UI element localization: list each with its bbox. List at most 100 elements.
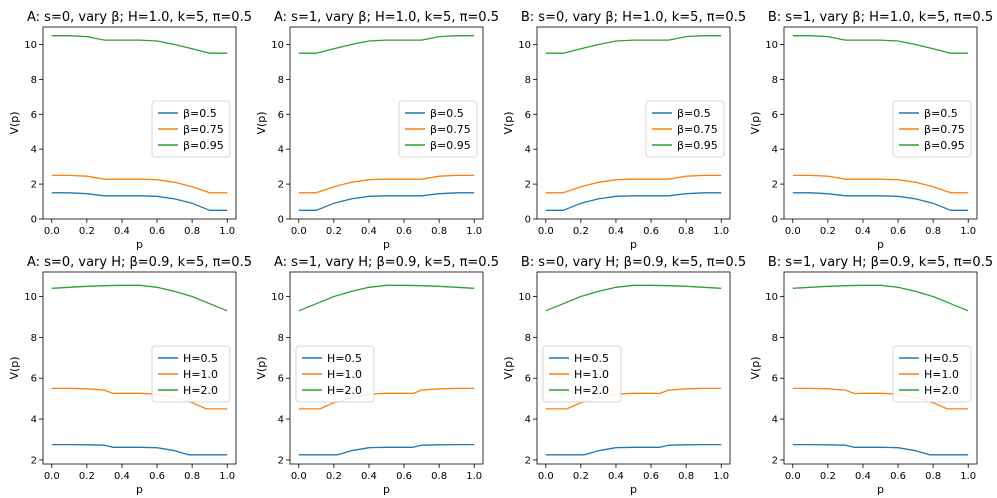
y-tick-label: 4 — [31, 415, 37, 426]
chart-title: B: s=1, vary H; β=0.9, k=5, π=0.5 — [768, 255, 993, 270]
series-line-H=0.5 — [51, 443, 228, 456]
subplot-2: A: s=1, vary β; H=1.0, k=5, π=0.5 0.0 0.2 0… — [255, 10, 499, 251]
y-tick-label: 4 — [772, 145, 778, 156]
subplot-8: B: s=1, vary H; β=0.9, k=5, π=0.5 0.0 0.2 0… — [749, 255, 993, 496]
x-tick-label: 0.2 — [79, 226, 95, 237]
x-tick-label: 1.0 — [713, 226, 729, 237]
y-axis-label: V(p) — [8, 111, 21, 134]
y-tick-label: 6 — [772, 374, 778, 385]
series-line-β=0.75 — [51, 174, 228, 194]
y-tick-label: 8 — [278, 75, 284, 86]
x-tick-label: 0.8 — [184, 226, 200, 237]
legend-label: H=1.0 — [183, 368, 218, 381]
series-line-β=0.75 — [298, 174, 475, 194]
legend-box — [645, 100, 725, 158]
legend-label: H=0.5 — [327, 352, 362, 365]
series-line-β=0.95 — [545, 35, 722, 54]
y-tick-label: 6 — [31, 110, 37, 121]
x-axis-label: p — [136, 483, 143, 496]
x-tick-label: 1.0 — [960, 471, 976, 482]
series-line-H=1.0 — [51, 387, 228, 410]
y-tick-label: 10 — [518, 292, 531, 303]
y-tick-label: 10 — [518, 40, 531, 51]
x-tick-label: 1.0 — [713, 471, 729, 482]
legend-label: β=0.75 — [430, 123, 471, 136]
x-tick-label: 0.4 — [855, 471, 871, 482]
y-tick-label: 8 — [525, 333, 531, 344]
x-tick-label: 0.0 — [291, 471, 307, 482]
legend-label: β=0.5 — [183, 107, 217, 120]
y-tick-label: 4 — [772, 415, 778, 426]
axes-frame — [783, 26, 978, 220]
series-line-H=1.0 — [545, 387, 722, 410]
y-tick-label: 2 — [31, 455, 37, 466]
subplot-3: B: s=0, vary β; H=1.0, k=5, π=0.5 0.0 0.2 0… — [502, 10, 746, 251]
y-axis-label: V(p) — [749, 356, 762, 379]
y-tick-label: 2 — [525, 180, 531, 191]
series-line-H=2.0 — [51, 284, 228, 312]
y-tick-label: 10 — [271, 40, 284, 51]
y-tick-label: 6 — [772, 110, 778, 121]
y-tick-label: 8 — [772, 333, 778, 344]
chart-title: B: s=1, vary β; H=1.0, k=5, π=0.5 — [768, 10, 993, 25]
chart-title: A: s=1, vary β; H=1.0, k=5, π=0.5 — [274, 10, 499, 25]
series-line-β=0.95 — [51, 35, 228, 54]
legend: β=0.5 β=0.75 β=0.95 — [151, 100, 231, 158]
y-axis-label: V(p) — [749, 111, 762, 134]
x-tick-label: 0.2 — [326, 226, 342, 237]
y-tick-label: 4 — [278, 145, 284, 156]
x-tick-label: 0.2 — [820, 471, 836, 482]
chart-title: B: s=0, vary β; H=1.0, k=5, π=0.5 — [521, 10, 746, 25]
x-axis-label: p — [877, 238, 884, 251]
x-tick-label: 0.4 — [855, 226, 871, 237]
x-tick-label: 0.0 — [291, 226, 307, 237]
x-tick-label: 0.0 — [44, 471, 60, 482]
legend-box — [151, 345, 231, 403]
legend-label: H=1.0 — [924, 368, 959, 381]
y-tick-label: 6 — [278, 110, 284, 121]
legend-box — [398, 100, 478, 158]
y-tick-label: 4 — [31, 145, 37, 156]
legend-box — [892, 100, 972, 158]
y-tick-label: 2 — [278, 180, 284, 191]
y-tick-label: 2 — [278, 455, 284, 466]
x-tick-label: 1.0 — [219, 471, 235, 482]
y-tick-label: 2 — [31, 180, 37, 191]
series-line-β=0.5 — [51, 192, 228, 211]
x-tick-label: 1.0 — [960, 226, 976, 237]
x-tick-label: 0.8 — [678, 471, 694, 482]
y-tick-label: 8 — [31, 75, 37, 86]
legend: H=0.5 H=1.0 H=2.0 — [892, 345, 972, 403]
y-tick-label: 6 — [278, 374, 284, 385]
series-line-H=1.0 — [298, 387, 475, 410]
x-tick-label: 0.6 — [643, 226, 659, 237]
legend-label: H=1.0 — [574, 368, 609, 381]
subplot-1: A: s=0, vary β; H=1.0, k=5, π=0.5 0.0 0.2 0… — [8, 10, 252, 251]
legend-label: β=0.5 — [924, 107, 958, 120]
x-axis-label: p — [136, 238, 143, 251]
chart-title: A: s=1, vary H; β=0.9, k=5, π=0.5 — [274, 255, 499, 270]
legend: β=0.5 β=0.75 β=0.95 — [398, 100, 478, 158]
legend-label: H=2.0 — [183, 384, 218, 397]
x-tick-label: 0.4 — [608, 226, 624, 237]
y-axis-label: V(p) — [502, 356, 515, 379]
x-tick-label: 0.2 — [573, 471, 589, 482]
subplot-7: B: s=0, vary H; β=0.9, k=5, π=0.5 0.0 0.2 0… — [502, 255, 746, 496]
series-line-β=0.75 — [792, 174, 969, 194]
legend: β=0.5 β=0.75 β=0.95 — [645, 100, 725, 158]
x-tick-label: 0.0 — [538, 471, 554, 482]
series-line-β=0.75 — [545, 174, 722, 194]
x-tick-label: 0.6 — [149, 226, 165, 237]
axes-frame — [289, 271, 484, 465]
series-line-H=2.0 — [545, 284, 722, 312]
legend: H=0.5 H=1.0 H=2.0 — [295, 345, 375, 403]
x-tick-label: 1.0 — [466, 226, 482, 237]
x-tick-label: 1.0 — [219, 226, 235, 237]
y-tick-label: 2 — [525, 455, 531, 466]
legend-box — [295, 345, 375, 403]
chart-title: A: s=0, vary β; H=1.0, k=5, π=0.5 — [27, 10, 252, 25]
x-axis-label: p — [383, 483, 390, 496]
x-tick-label: 0.6 — [890, 471, 906, 482]
legend-label: β=0.95 — [183, 139, 224, 152]
legend-label: β=0.95 — [677, 139, 718, 152]
